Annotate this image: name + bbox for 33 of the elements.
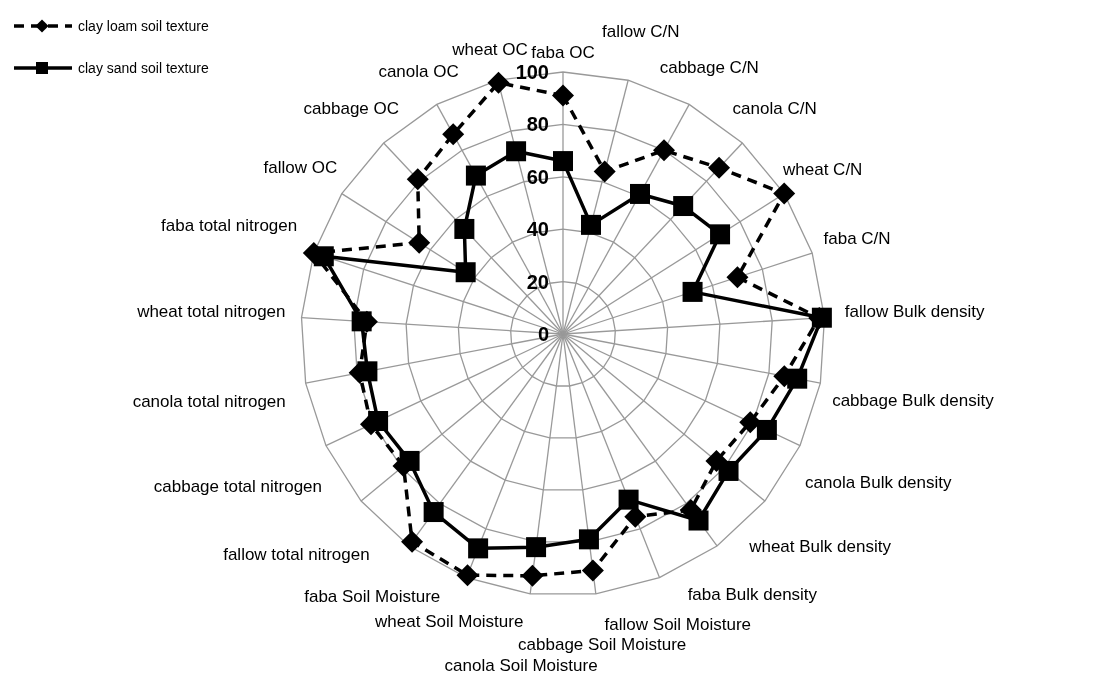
spoke-label: cabbage Bulk density bbox=[832, 391, 995, 411]
y-tick-label: 0 bbox=[537, 323, 549, 345]
spoke-label: cabbage total nitrogen bbox=[153, 477, 323, 497]
spoke-label: faba Soil Moisture bbox=[304, 587, 441, 607]
spoke-label: fallow Bulk density bbox=[844, 302, 986, 322]
spoke-label: fallow C/N bbox=[601, 21, 680, 41]
spoke-label: wheat OC bbox=[451, 40, 528, 60]
spoke-label: faba OC bbox=[531, 42, 595, 62]
spoke-label: wheat Soil Moisture bbox=[374, 611, 524, 631]
spoke-label: cabbage Soil Moisture bbox=[518, 634, 687, 654]
legend-label: clay sand soil texture bbox=[78, 60, 209, 76]
spoke-label: canola Soil Moisture bbox=[444, 656, 598, 676]
spoke-label: fallow Soil Moisture bbox=[604, 614, 752, 634]
spoke-label: faba C/N bbox=[823, 228, 891, 248]
y-tick-label: 20 bbox=[526, 270, 549, 293]
spoke-label: canola Bulk density bbox=[805, 472, 953, 492]
spoke-label: wheat total nitrogen bbox=[136, 302, 286, 322]
spoke-label: cabbage OC bbox=[303, 99, 400, 119]
y-tick-label: 80 bbox=[526, 113, 549, 136]
spoke-label: wheat C/N bbox=[782, 159, 863, 179]
spoke-label: cabbage C/N bbox=[659, 58, 759, 78]
spoke-label: canola C/N bbox=[732, 99, 817, 119]
y-tick-label: 40 bbox=[526, 218, 549, 241]
spoke-label: fallow total nitrogen bbox=[223, 545, 370, 565]
legend-label: clay loam soil texture bbox=[78, 18, 209, 34]
y-tick-label: 100 bbox=[515, 61, 549, 83]
spoke-label: faba Bulk density bbox=[687, 585, 818, 605]
spoke-label: canola OC bbox=[378, 61, 459, 81]
spoke-label: wheat Bulk density bbox=[748, 537, 892, 557]
spoke-label: faba total nitrogen bbox=[161, 216, 298, 236]
spoke-label: fallow OC bbox=[263, 157, 338, 177]
spoke-label: canola total nitrogen bbox=[132, 391, 286, 411]
y-tick-label: 60 bbox=[526, 165, 549, 188]
